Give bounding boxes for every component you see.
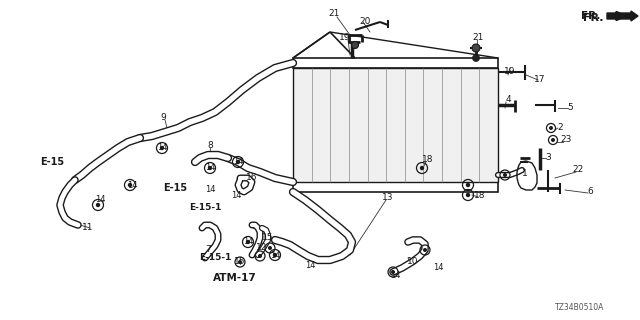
Circle shape <box>466 193 470 197</box>
Text: 22: 22 <box>572 165 584 174</box>
Circle shape <box>128 183 132 187</box>
Text: 11: 11 <box>83 223 93 233</box>
Text: 16: 16 <box>246 173 258 182</box>
Text: 15: 15 <box>262 234 274 243</box>
Circle shape <box>551 138 555 142</box>
Text: 4: 4 <box>505 95 511 105</box>
Circle shape <box>466 183 470 187</box>
Text: 14: 14 <box>95 196 105 204</box>
Circle shape <box>246 240 250 244</box>
Text: 10: 10 <box>407 258 419 267</box>
Text: FR.: FR. <box>580 11 600 21</box>
Text: 14: 14 <box>305 260 316 269</box>
Text: 15: 15 <box>234 258 246 267</box>
Text: 6: 6 <box>587 188 593 196</box>
Text: 14: 14 <box>127 180 137 189</box>
Text: 8: 8 <box>207 140 213 149</box>
Circle shape <box>238 260 242 264</box>
Text: 1: 1 <box>522 170 528 179</box>
Text: 23: 23 <box>560 135 572 145</box>
Text: 7: 7 <box>205 245 211 254</box>
Text: E-15: E-15 <box>163 183 187 193</box>
Text: ATM-17: ATM-17 <box>213 273 257 283</box>
Text: 3: 3 <box>545 154 551 163</box>
Text: 14: 14 <box>243 237 253 246</box>
Bar <box>293 58 498 68</box>
Circle shape <box>236 160 240 164</box>
Polygon shape <box>517 161 537 190</box>
Text: 14: 14 <box>231 190 241 199</box>
Text: 5: 5 <box>567 103 573 113</box>
Text: 13: 13 <box>382 194 394 203</box>
Bar <box>293 182 498 192</box>
Circle shape <box>96 203 100 207</box>
Circle shape <box>273 253 277 257</box>
Text: 14: 14 <box>390 270 400 279</box>
Circle shape <box>160 146 164 150</box>
Text: 19: 19 <box>339 34 351 43</box>
Text: 14: 14 <box>433 263 444 273</box>
Text: TZ34B0510A: TZ34B0510A <box>556 303 605 313</box>
Text: 14: 14 <box>205 164 215 172</box>
Circle shape <box>268 246 272 250</box>
Text: 18: 18 <box>474 190 486 199</box>
Text: E-15-1: E-15-1 <box>199 253 231 262</box>
Text: E-15: E-15 <box>40 157 64 167</box>
Text: E-15-1: E-15-1 <box>189 204 221 212</box>
Text: 14: 14 <box>269 251 280 260</box>
Circle shape <box>351 42 358 49</box>
Circle shape <box>423 248 427 252</box>
Text: 14: 14 <box>205 186 215 195</box>
Text: 20: 20 <box>359 18 371 27</box>
Text: FR.: FR. <box>584 13 604 23</box>
Circle shape <box>503 173 507 177</box>
Circle shape <box>258 254 262 258</box>
Text: 21: 21 <box>328 10 340 19</box>
Text: 18: 18 <box>422 156 434 164</box>
Polygon shape <box>607 11 638 21</box>
Text: 17: 17 <box>534 76 546 84</box>
Text: 12: 12 <box>256 244 268 252</box>
Circle shape <box>420 166 424 170</box>
Text: 19: 19 <box>504 68 516 76</box>
Text: 9: 9 <box>160 114 166 123</box>
Circle shape <box>549 126 553 130</box>
Circle shape <box>391 270 395 274</box>
Bar <box>293 68 498 182</box>
Text: 14: 14 <box>157 143 167 153</box>
Circle shape <box>208 166 212 170</box>
Circle shape <box>472 44 480 52</box>
Text: 14: 14 <box>233 157 243 166</box>
Text: 2: 2 <box>557 124 563 132</box>
Text: 21: 21 <box>472 34 484 43</box>
Circle shape <box>472 54 479 61</box>
